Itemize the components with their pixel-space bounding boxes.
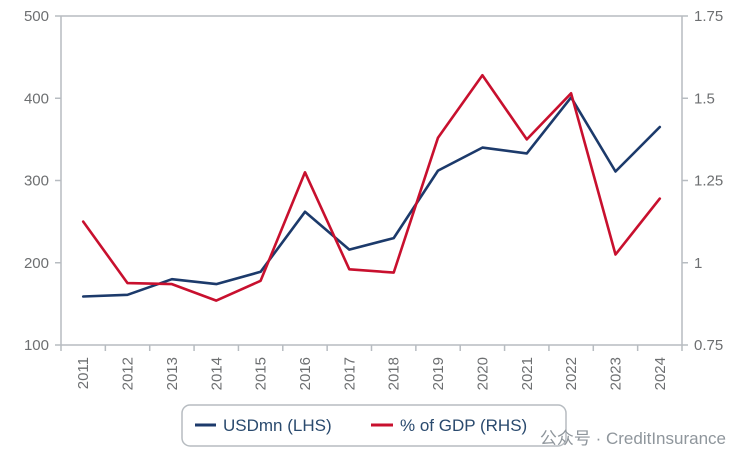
watermark-text: 公众号 · CreditInsurance xyxy=(540,429,726,448)
x-axis-tick-label: 2022 xyxy=(563,357,580,390)
right-axis-tick-label: 1.5 xyxy=(694,90,715,107)
x-axis-tick-label: 2020 xyxy=(474,357,491,390)
right-axis-tick-label: 1.25 xyxy=(694,173,723,190)
left-axis-tick-label: 500 xyxy=(24,8,49,25)
x-axis-tick-label: 2014 xyxy=(208,357,225,390)
x-axis-tick-label: 2023 xyxy=(607,357,624,390)
left-axis-tick-label: 100 xyxy=(24,337,49,354)
series-line-usdmn xyxy=(81,96,662,298)
x-axis-tick-label: 2021 xyxy=(519,357,536,390)
x-axis-tick-label: 2016 xyxy=(297,357,314,390)
right-axis-tick-label: 0.75 xyxy=(694,337,723,354)
legend-label-pct-gdp: % of GDP (RHS) xyxy=(400,416,527,435)
x-axis-tick-label: 2019 xyxy=(430,357,447,390)
x-axis-tick-label: 2015 xyxy=(253,357,270,390)
series-lines xyxy=(81,73,662,302)
right-axis-tick-label: 1.75 xyxy=(694,8,723,25)
x-axis-tick-label: 2013 xyxy=(164,357,181,390)
legend: USDmn (LHS) % of GDP (RHS) xyxy=(181,404,567,447)
left-axis-tick-label: 300 xyxy=(24,173,49,190)
axes: 100 200 300 400 500 0.75 1 1.25 1.5 1.75 2011 2012 2… xyxy=(24,8,723,390)
series-line-pct-gdp xyxy=(81,73,662,302)
x-axis-tick-label: 2024 xyxy=(652,357,669,390)
right-axis-tick-label: 1 xyxy=(694,255,702,272)
x-axis-tick-label: 2011 xyxy=(75,357,92,389)
left-axis-tick-label: 400 xyxy=(24,90,49,107)
x-axis-tick-label: 2018 xyxy=(386,357,403,390)
x-axis-tick-label: 2017 xyxy=(341,357,358,390)
left-axis-tick-label: 200 xyxy=(24,255,49,272)
x-axis-tick-label: 2012 xyxy=(120,357,137,390)
legend-label-usdmn: USDmn (LHS) xyxy=(223,416,332,435)
